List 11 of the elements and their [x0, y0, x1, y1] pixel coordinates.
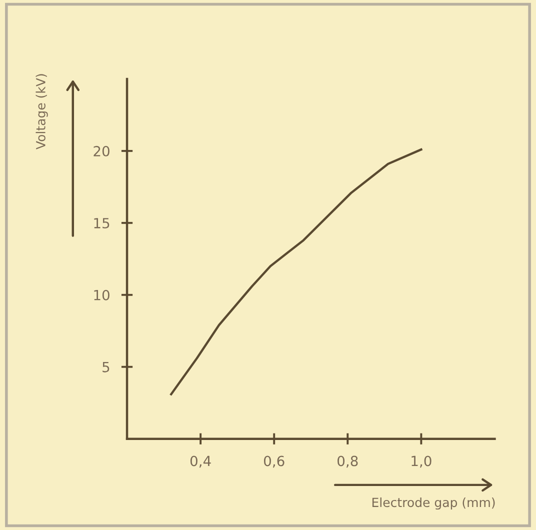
y-axis-title: Voltage (kV): [36, 74, 48, 150]
x-axis-title: Electrode gap (mm): [372, 497, 495, 510]
y-tick-label: 10: [94, 290, 110, 300]
y-tick-label: 15: [94, 218, 110, 228]
x-tick-label: 0,6: [264, 456, 284, 468]
line-series: [170, 148, 422, 396]
y-tick-label: 20: [94, 146, 110, 156]
x-tick-label: 0,8: [338, 456, 358, 468]
y-tick-label: 5: [102, 362, 110, 372]
x-tick-label: 1,0: [412, 456, 432, 468]
x-tick-label: 0,4: [190, 456, 211, 468]
